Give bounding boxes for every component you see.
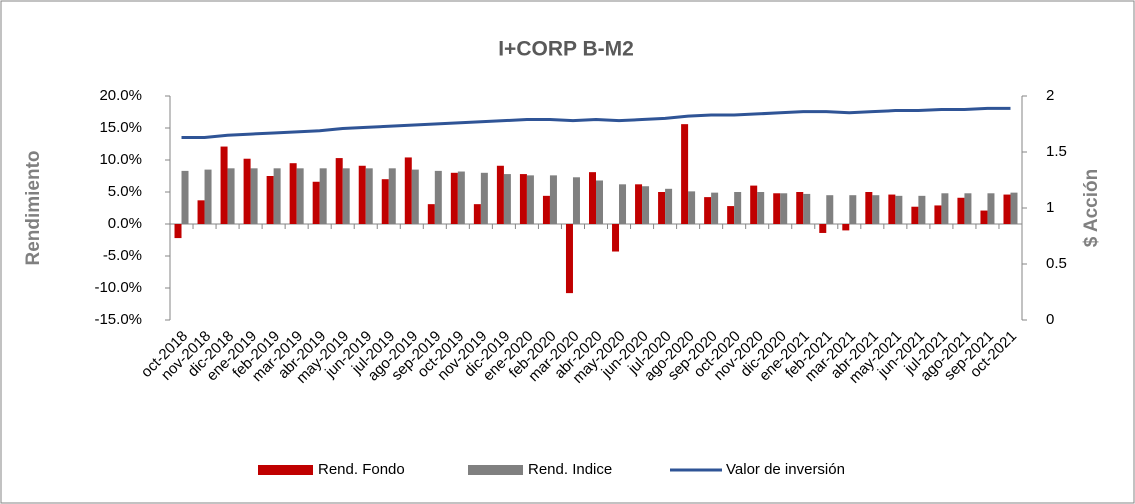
bar (888, 194, 896, 224)
bar (987, 193, 995, 224)
bar (335, 158, 343, 224)
bar (895, 195, 903, 224)
bar (312, 181, 320, 224)
bar (220, 146, 228, 224)
bar (204, 169, 212, 224)
bar (612, 224, 620, 252)
bar (711, 192, 719, 224)
bar (911, 206, 919, 224)
bar (957, 197, 965, 224)
y2-tick-label: 0 (1046, 311, 1054, 328)
bar (319, 168, 327, 224)
bar (1003, 194, 1011, 224)
y-tick-label: -10.0% (94, 279, 142, 296)
bar (681, 124, 689, 224)
bar (596, 180, 603, 224)
bar (411, 169, 419, 224)
bar (503, 174, 511, 224)
y2-tick-label: 0.5 (1046, 255, 1067, 272)
y2-axis-label: $ Acción (1081, 169, 1102, 248)
bar (404, 157, 412, 224)
legend-label: Valor de inversión (726, 461, 845, 478)
bar (243, 158, 251, 224)
bar (273, 168, 281, 224)
bar (865, 192, 873, 224)
bar (526, 175, 534, 224)
legend-swatch (258, 465, 313, 475)
y-tick-label: -5.0% (103, 247, 142, 264)
bar (803, 193, 811, 224)
bar (688, 191, 696, 224)
bar (750, 185, 758, 224)
legend-swatch (468, 465, 523, 475)
y-tick-label: -15.0% (94, 311, 142, 328)
bar (388, 168, 396, 224)
bar (727, 206, 735, 224)
bar (635, 184, 643, 224)
bar (434, 170, 442, 224)
bar (704, 197, 712, 224)
bar (665, 188, 673, 224)
bar (826, 195, 834, 224)
bar (381, 179, 389, 224)
bar (296, 168, 304, 224)
y2-tick-label: 2 (1046, 87, 1054, 104)
bar (227, 168, 235, 224)
bar (796, 192, 804, 224)
bar (250, 168, 258, 224)
bar (342, 168, 350, 224)
bar (450, 172, 458, 224)
bar (572, 177, 580, 224)
y-tick-label: 5.0% (108, 183, 142, 200)
bar (427, 204, 435, 224)
bar (872, 195, 880, 224)
bar (734, 192, 742, 224)
bar (941, 193, 949, 224)
bar (780, 193, 788, 224)
bar (174, 224, 182, 239)
bar (549, 175, 557, 224)
bar (980, 210, 988, 224)
bar (457, 171, 465, 224)
bar (964, 193, 972, 224)
bar (842, 224, 850, 231)
line-series (181, 106, 1011, 139)
bar (266, 176, 274, 224)
y2-tick-label: 1 (1046, 199, 1054, 216)
bar (519, 174, 527, 224)
bar (197, 200, 205, 224)
bar (480, 172, 488, 224)
legend-label: Rend. Fondo (318, 461, 405, 478)
bar (542, 195, 550, 224)
y-tick-label: 0.0% (108, 215, 142, 232)
bar (934, 205, 942, 224)
y-tick-label: 10.0% (99, 151, 142, 168)
bar (819, 224, 827, 233)
chart-title: I+CORP B-M2 (498, 38, 634, 61)
bar (757, 192, 765, 224)
bar (365, 168, 373, 224)
bar (473, 204, 481, 224)
bar (658, 192, 666, 224)
bar (565, 224, 573, 294)
bar (849, 195, 857, 224)
bar (642, 186, 650, 224)
bar (1010, 192, 1018, 224)
bar (181, 170, 189, 224)
bar (358, 165, 366, 224)
y-tick-label: 20.0% (99, 87, 142, 104)
bar (289, 163, 297, 224)
bar (589, 172, 596, 224)
y2-tick-label: 1.5 (1046, 143, 1067, 160)
bar (918, 195, 926, 224)
y-axis-label: Rendimiento (23, 150, 44, 265)
bar (496, 165, 504, 224)
y-tick-label: 15.0% (99, 119, 142, 136)
legend-label: Rend. Indice (528, 461, 612, 478)
bar (619, 184, 627, 224)
bar (773, 193, 781, 224)
